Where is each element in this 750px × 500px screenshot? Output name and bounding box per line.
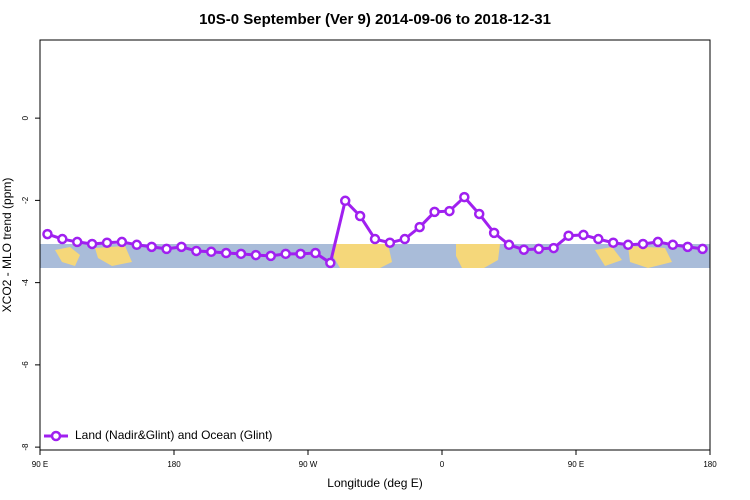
data-point: [101, 237, 113, 248]
data-point: [473, 208, 485, 220]
x-tick-label: 180: [703, 460, 717, 469]
data-point: [429, 206, 440, 218]
data-point: [533, 243, 545, 255]
y-tick-label: -4: [21, 279, 30, 287]
legend-marker: [50, 430, 62, 442]
map-band: [40, 244, 710, 268]
data-point: [57, 233, 68, 245]
data-point: [488, 227, 500, 239]
x-tick-label: 90 E: [32, 460, 48, 469]
data-point: [459, 191, 470, 203]
data-point: [280, 248, 291, 260]
data-point: [622, 239, 634, 251]
x-tick-label: 90 E: [568, 460, 584, 469]
data-point: [265, 250, 277, 262]
x-tick-label: 180: [167, 460, 181, 469]
data-point: [220, 247, 232, 259]
data-point: [578, 229, 589, 241]
data-point: [176, 241, 187, 253]
data-point: [384, 237, 396, 248]
data-point: [235, 248, 247, 260]
data-point: [548, 242, 559, 254]
data-point: [191, 245, 202, 257]
chart-title: 10S-0 September (Ver 9) 2014-09-06 to 20…: [199, 11, 551, 28]
data-point: [563, 230, 574, 241]
data-point: [310, 247, 321, 259]
data-point: [399, 233, 411, 245]
y-tick-label: -2: [21, 196, 30, 204]
data-point: [518, 244, 530, 255]
data-point: [295, 248, 306, 260]
legend-label: Land (Nadir&Glint) and Ocean (Glint): [75, 428, 272, 442]
data-point: [697, 243, 708, 255]
data-point: [161, 243, 172, 255]
data-point: [86, 238, 98, 250]
data-point: [667, 239, 679, 251]
x-axis-label: Longitude (deg E): [327, 476, 422, 490]
data-point: [42, 228, 53, 240]
y-tick-label: 0: [21, 115, 30, 120]
y-tick-label: -8: [21, 443, 30, 451]
data-point: [637, 238, 649, 250]
data-point: [682, 241, 693, 253]
data-point: [414, 221, 425, 233]
data-point: [116, 236, 128, 248]
data-point: [339, 195, 351, 207]
data-point: [205, 246, 217, 258]
data-point: [354, 210, 366, 222]
data-point: [71, 236, 83, 248]
x-tick-label: 0: [440, 460, 445, 469]
data-point: [250, 249, 262, 261]
data-point: [652, 236, 664, 248]
data-point: [593, 233, 604, 245]
plot-frame: [39, 39, 711, 451]
data-point: [325, 257, 336, 269]
data-point: [131, 239, 143, 251]
x-tick-label: 90 W: [299, 460, 318, 469]
data-point: [444, 205, 455, 217]
data-point: [503, 239, 515, 251]
y-tick-label: -6: [21, 361, 30, 369]
data-point: [369, 233, 381, 245]
data-point: [607, 237, 619, 248]
y-axis-label: XCO2 - MLO trend (ppm): [0, 178, 14, 313]
data-point: [146, 241, 157, 253]
